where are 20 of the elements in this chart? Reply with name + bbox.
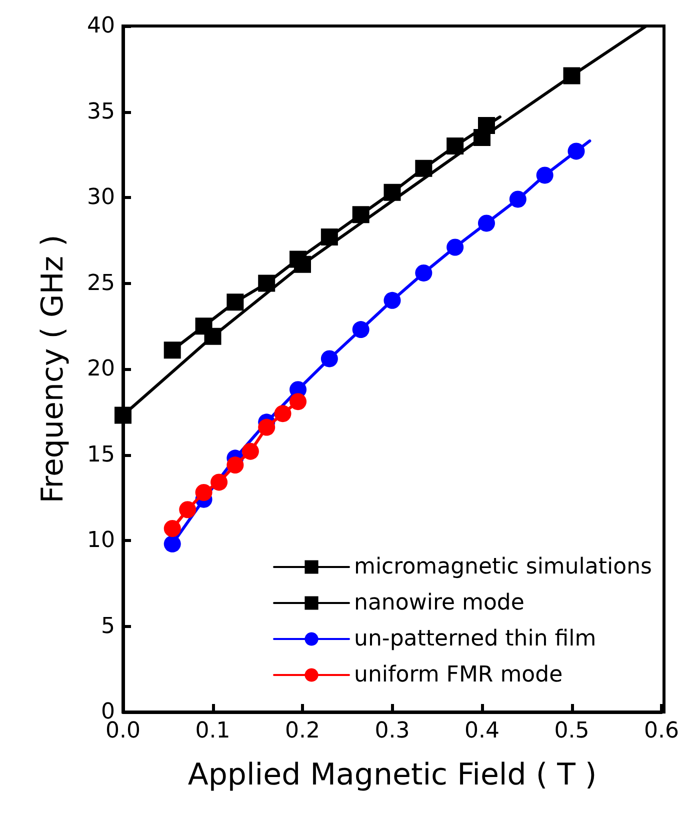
y-tick-label: 5 (101, 614, 115, 639)
x-axis-title: Applied Magnetic Field ( T ) (188, 758, 597, 792)
legend-label: uniform FMR mode (354, 662, 563, 688)
legend-label: micromagnetic simulations (354, 554, 652, 580)
y-tick-label: 35 (87, 99, 115, 124)
y-tick-label: 30 (87, 185, 115, 210)
x-tick-label: 0.6 (644, 718, 680, 744)
x-tick-label: 0.4 (464, 718, 500, 744)
x-tick-label: 0.3 (374, 718, 410, 744)
legend-label: un-patterned thin film (354, 626, 596, 652)
y-tick-label: 10 (87, 528, 115, 553)
x-tick-label: 0.5 (554, 718, 590, 744)
x-tick-label: 0.2 (285, 718, 320, 744)
y-tick-label: 25 (87, 270, 115, 296)
legend-label: nanowire mode (354, 590, 524, 616)
y-tick-label: 15 (87, 442, 115, 468)
y-tick-label: 40 (87, 14, 115, 38)
y-axis-title: Frequency ( GHz ) (36, 234, 70, 504)
y-tick-label: 20 (87, 356, 115, 382)
x-tick-label: 0.1 (195, 718, 230, 744)
